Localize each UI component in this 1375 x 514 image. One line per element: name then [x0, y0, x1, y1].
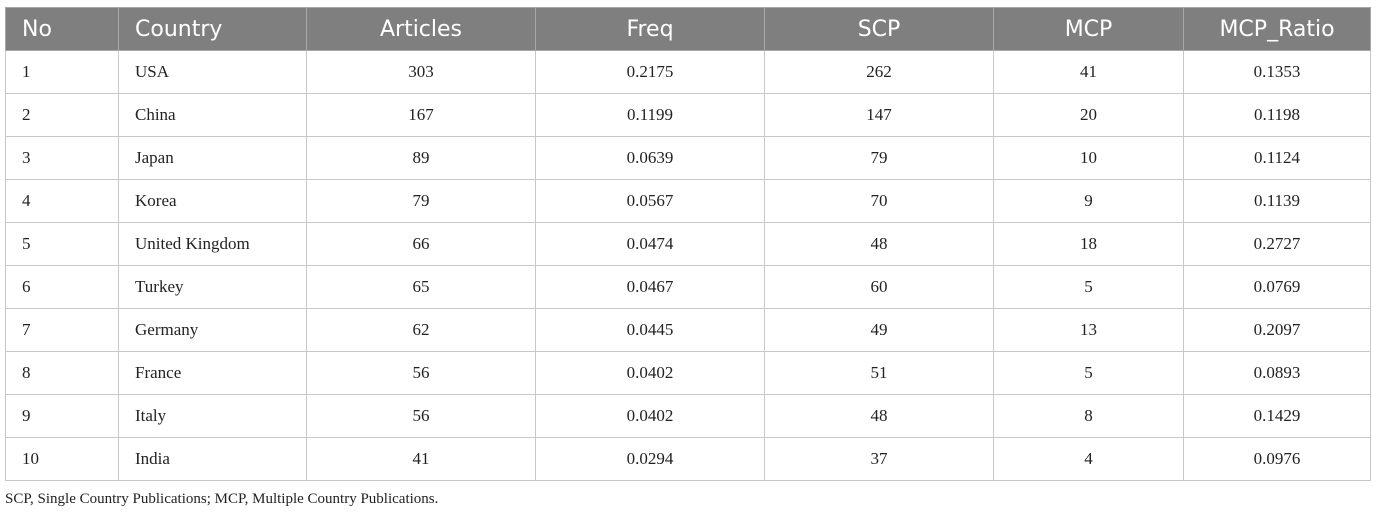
table-row: 6 Turkey 65 0.0467 60 5 0.0769	[5, 265, 1371, 309]
cell-no: 1	[5, 50, 119, 94]
cell-mcp: 9	[993, 179, 1184, 223]
table-row: 1 USA 303 0.2175 262 41 0.1353	[5, 50, 1371, 94]
cell-no: 2	[5, 93, 119, 137]
cell-scp: 48	[764, 394, 994, 438]
cell-articles: 66	[306, 222, 536, 266]
cell-no: 5	[5, 222, 119, 266]
country-table-container: No Country Articles Freq SCP MCP MCP_Rat…	[5, 7, 1371, 481]
table-row: 4 Korea 79 0.0567 70 9 0.1139	[5, 179, 1371, 223]
table-row: 5 United Kingdom 66 0.0474 48 18 0.2727	[5, 222, 1371, 266]
cell-mcp-ratio: 0.1429	[1183, 394, 1371, 438]
cell-mcp: 13	[993, 308, 1184, 352]
column-header-scp: SCP	[764, 7, 994, 51]
cell-country: China	[118, 93, 307, 137]
cell-no: 4	[5, 179, 119, 223]
cell-mcp: 10	[993, 136, 1184, 180]
cell-scp: 37	[764, 437, 994, 481]
table-header: No Country Articles Freq SCP MCP MCP_Rat…	[5, 7, 1371, 51]
cell-articles: 167	[306, 93, 536, 137]
column-header-no: No	[5, 7, 119, 51]
cell-scp: 51	[764, 351, 994, 395]
cell-freq: 0.1199	[535, 93, 765, 137]
cell-scp: 49	[764, 308, 994, 352]
cell-country: Germany	[118, 308, 307, 352]
cell-mcp: 4	[993, 437, 1184, 481]
column-header-freq: Freq	[535, 7, 765, 51]
cell-country: United Kingdom	[118, 222, 307, 266]
country-publications-table: No Country Articles Freq SCP MCP MCP_Rat…	[5, 7, 1371, 481]
cell-articles: 41	[306, 437, 536, 481]
cell-mcp: 18	[993, 222, 1184, 266]
cell-mcp-ratio: 0.1139	[1183, 179, 1371, 223]
cell-no: 8	[5, 351, 119, 395]
cell-mcp-ratio: 0.0893	[1183, 351, 1371, 395]
cell-mcp: 41	[993, 50, 1184, 94]
cell-freq: 0.0474	[535, 222, 765, 266]
cell-freq: 0.2175	[535, 50, 765, 94]
cell-articles: 65	[306, 265, 536, 309]
cell-no: 9	[5, 394, 119, 438]
cell-mcp: 5	[993, 351, 1184, 395]
cell-mcp-ratio: 0.2727	[1183, 222, 1371, 266]
cell-articles: 79	[306, 179, 536, 223]
cell-freq: 0.0445	[535, 308, 765, 352]
cell-mcp-ratio: 0.2097	[1183, 308, 1371, 352]
column-header-mcp-ratio: MCP_Ratio	[1183, 7, 1371, 51]
cell-mcp-ratio: 0.1124	[1183, 136, 1371, 180]
cell-no: 10	[5, 437, 119, 481]
cell-mcp: 8	[993, 394, 1184, 438]
table-row: 8 France 56 0.0402 51 5 0.0893	[5, 351, 1371, 395]
cell-scp: 79	[764, 136, 994, 180]
cell-articles: 89	[306, 136, 536, 180]
cell-country: USA	[118, 50, 307, 94]
header-row: No Country Articles Freq SCP MCP MCP_Rat…	[5, 7, 1371, 51]
cell-mcp-ratio: 0.0976	[1183, 437, 1371, 481]
cell-freq: 0.0402	[535, 394, 765, 438]
column-header-country: Country	[118, 7, 307, 51]
cell-articles: 303	[306, 50, 536, 94]
cell-scp: 60	[764, 265, 994, 309]
cell-mcp: 20	[993, 93, 1184, 137]
table-body: 1 USA 303 0.2175 262 41 0.1353 2 China 1…	[5, 50, 1371, 481]
cell-no: 3	[5, 136, 119, 180]
cell-freq: 0.0639	[535, 136, 765, 180]
cell-scp: 48	[764, 222, 994, 266]
table-row: 7 Germany 62 0.0445 49 13 0.2097	[5, 308, 1371, 352]
cell-mcp-ratio: 0.0769	[1183, 265, 1371, 309]
cell-freq: 0.0294	[535, 437, 765, 481]
cell-no: 6	[5, 265, 119, 309]
cell-scp: 147	[764, 93, 994, 137]
cell-country: Japan	[118, 136, 307, 180]
cell-country: India	[118, 437, 307, 481]
cell-articles: 62	[306, 308, 536, 352]
cell-mcp: 5	[993, 265, 1184, 309]
cell-scp: 70	[764, 179, 994, 223]
cell-mcp-ratio: 0.1198	[1183, 93, 1371, 137]
table-row: 2 China 167 0.1199 147 20 0.1198	[5, 93, 1371, 137]
column-header-mcp: MCP	[993, 7, 1184, 51]
column-header-articles: Articles	[306, 7, 536, 51]
cell-articles: 56	[306, 394, 536, 438]
cell-articles: 56	[306, 351, 536, 395]
table-row: 9 Italy 56 0.0402 48 8 0.1429	[5, 394, 1371, 438]
cell-freq: 0.0402	[535, 351, 765, 395]
table-footnote: SCP, Single Country Publications; MCP, M…	[5, 491, 439, 507]
cell-no: 7	[5, 308, 119, 352]
cell-freq: 0.0567	[535, 179, 765, 223]
cell-country: Italy	[118, 394, 307, 438]
cell-country: Korea	[118, 179, 307, 223]
cell-country: France	[118, 351, 307, 395]
table-row: 10 India 41 0.0294 37 4 0.0976	[5, 437, 1371, 481]
cell-scp: 262	[764, 50, 994, 94]
cell-mcp-ratio: 0.1353	[1183, 50, 1371, 94]
cell-country: Turkey	[118, 265, 307, 309]
table-row: 3 Japan 89 0.0639 79 10 0.1124	[5, 136, 1371, 180]
cell-freq: 0.0467	[535, 265, 765, 309]
